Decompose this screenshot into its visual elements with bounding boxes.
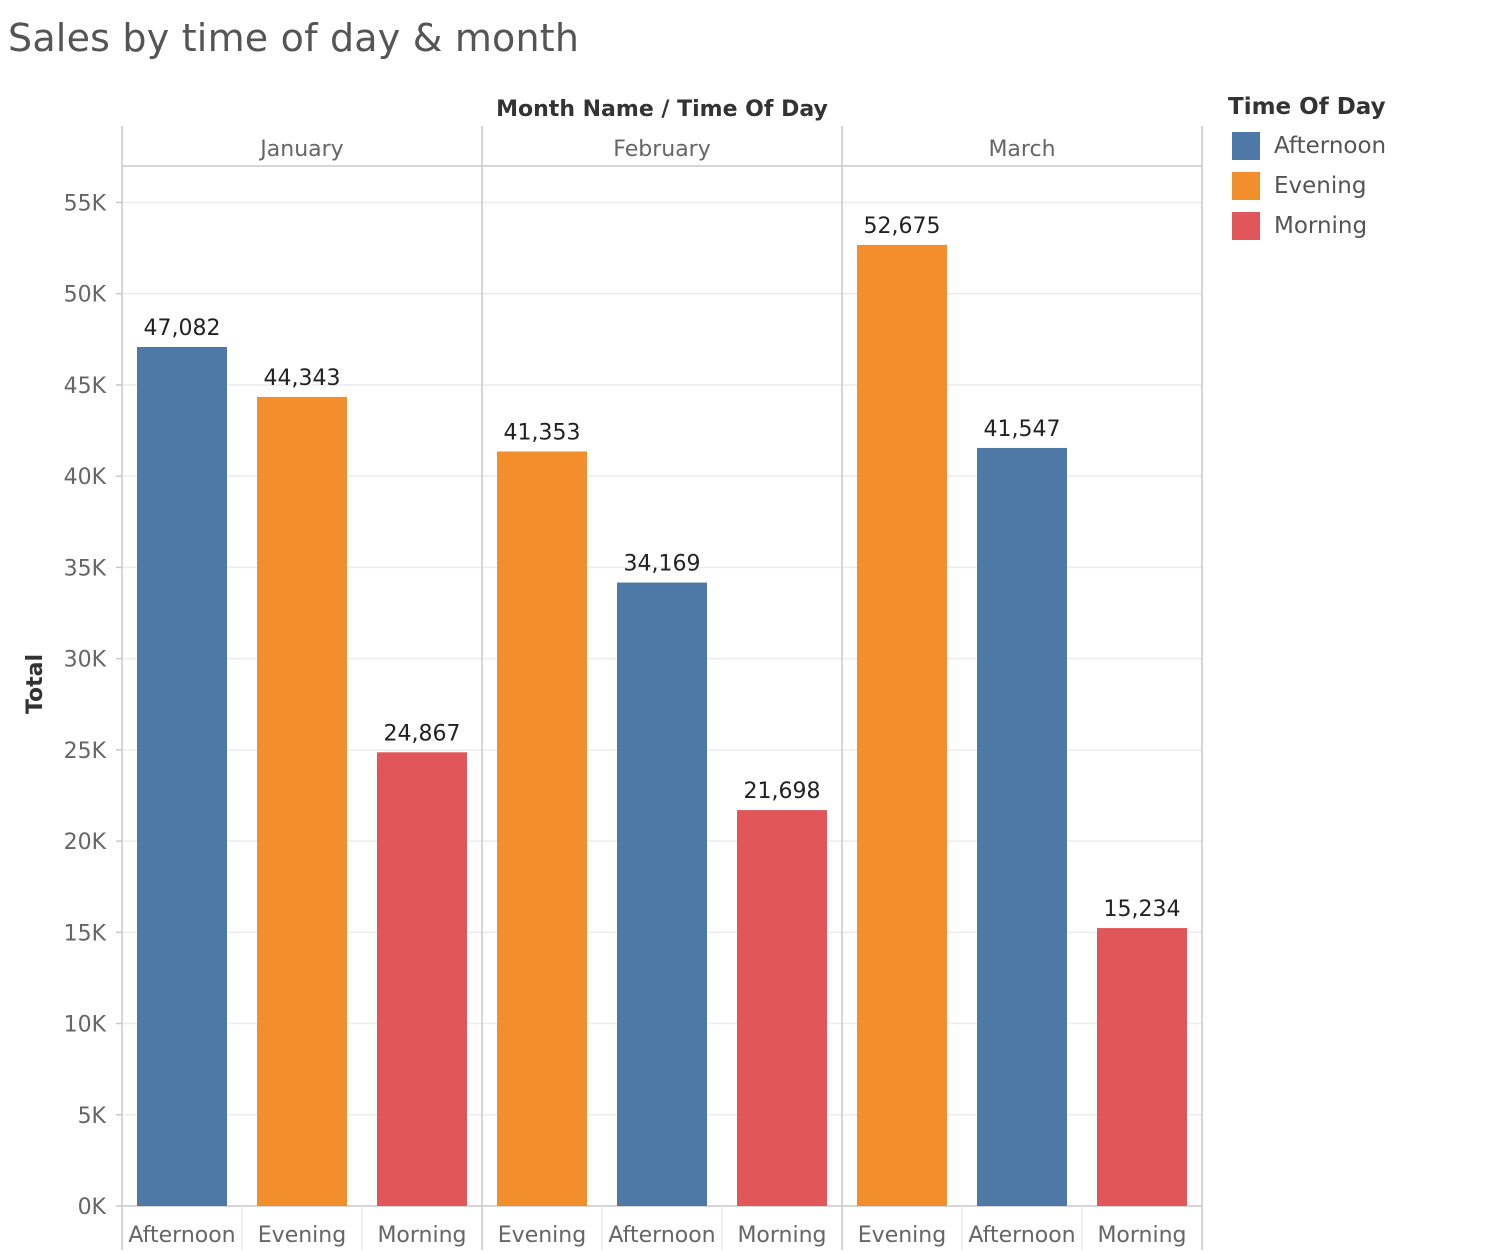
bar-march-morning — [1097, 928, 1187, 1206]
data-label: 41,353 — [504, 420, 581, 445]
y-tick-label: 15K — [64, 921, 107, 946]
y-tick-label: 30K — [64, 648, 107, 673]
month-header-january: January — [258, 137, 343, 162]
y-tick-label: 0K — [78, 1195, 107, 1220]
chart-title: Sales by time of day & month — [8, 16, 580, 60]
legend-item-evening[interactable]: Evening — [1228, 166, 1386, 206]
x-tick-label: Morning — [377, 1223, 466, 1248]
data-label: 15,234 — [1104, 897, 1181, 922]
legend: Time Of Day Afternoon Evening Morning — [1228, 94, 1386, 246]
x-tick-label: Afternoon — [968, 1223, 1075, 1248]
legend-label-afternoon: Afternoon — [1274, 133, 1387, 159]
data-label: 34,169 — [624, 552, 701, 577]
bar-february-evening — [497, 451, 587, 1206]
data-label: 41,547 — [984, 417, 1061, 442]
bar-february-morning — [737, 810, 827, 1206]
legend-swatch-afternoon — [1232, 132, 1260, 160]
data-label: 24,867 — [384, 721, 461, 746]
y-tick-label: 10K — [64, 1013, 107, 1038]
legend-swatch-evening — [1232, 172, 1260, 200]
x-tick-label: Afternoon — [128, 1223, 235, 1248]
y-tick-label: 25K — [64, 739, 107, 764]
bar-march-evening — [857, 244, 947, 1206]
legend-swatch-morning — [1232, 212, 1260, 240]
y-tick-label: 55K — [64, 191, 107, 216]
y-tick-label: 35K — [64, 556, 107, 581]
data-label: 44,343 — [264, 366, 341, 391]
month-header-february: February — [613, 137, 711, 162]
x-tick-label: Evening — [498, 1223, 586, 1248]
y-tick-label: 5K — [78, 1104, 107, 1129]
y-tick-label: 40K — [64, 465, 107, 490]
legend-title: Time Of Day — [1228, 94, 1386, 120]
y-tick-label: 20K — [64, 830, 107, 855]
month-header-march: March — [988, 137, 1055, 162]
x-tick-label: Morning — [1097, 1223, 1186, 1248]
bar-january-morning — [377, 752, 467, 1206]
data-label: 52,675 — [864, 214, 941, 239]
bar-january-afternoon — [137, 346, 227, 1207]
x-tick-label: Evening — [858, 1223, 946, 1248]
y-tick-label: 45K — [64, 374, 107, 399]
legend-label-evening: Evening — [1274, 173, 1367, 199]
bar-march-afternoon — [977, 447, 1067, 1206]
x-tick-label: Afternoon — [608, 1223, 715, 1248]
data-label: 21,698 — [744, 779, 821, 804]
y-tick-label: 50K — [64, 283, 107, 308]
data-label: 47,082 — [144, 316, 221, 341]
column-header: Month Name / Time Of Day — [496, 97, 828, 122]
bar-january-evening — [257, 396, 347, 1207]
legend-item-morning[interactable]: Morning — [1228, 206, 1386, 246]
y-axis-title: Total — [23, 654, 48, 714]
legend-label-morning: Morning — [1274, 213, 1368, 239]
x-tick-label: Evening — [258, 1223, 346, 1248]
legend-item-afternoon[interactable]: Afternoon — [1228, 126, 1386, 166]
x-tick-label: Morning — [737, 1223, 826, 1248]
bar-february-afternoon — [617, 582, 707, 1206]
